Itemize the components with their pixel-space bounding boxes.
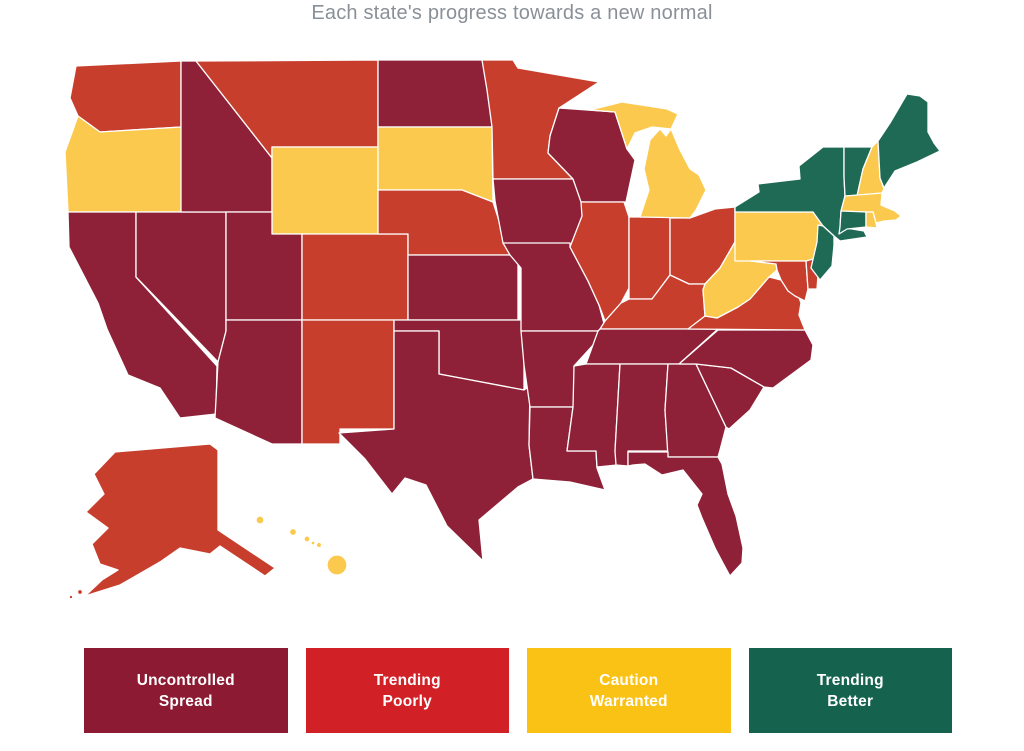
- state-washington[interactable]: [69, 60, 182, 133]
- state-kansas[interactable]: [407, 254, 519, 321]
- state-rhode-island[interactable]: [865, 211, 878, 229]
- legend-caution-warranted-label: Caution Warranted: [589, 671, 668, 710]
- state-alaska-island[interactable]: [76, 588, 84, 596]
- state-alaska-island[interactable]: [68, 594, 74, 600]
- legend: Uncontrolled Spread Trending Poorly Caut…: [0, 648, 1024, 733]
- page-title: Each state's progress towards a new norm…: [311, 2, 713, 24]
- legend-trending-poorly: Trending Poorly: [305, 648, 509, 733]
- state-hawaii-lanai[interactable]: [310, 540, 316, 546]
- state-hawaii-molokai[interactable]: [303, 535, 311, 543]
- state-michigan-upper[interactable]: [589, 101, 679, 150]
- state-maine[interactable]: [877, 93, 940, 189]
- state-new-jersey[interactable]: [810, 224, 835, 281]
- state-north-carolina[interactable]: [678, 329, 814, 389]
- state-mississippi[interactable]: [566, 363, 621, 468]
- state-alabama[interactable]: [614, 363, 669, 467]
- state-hawaii-maui[interactable]: [315, 541, 323, 549]
- legend-trending-poorly-label: Trending Poorly: [373, 671, 441, 710]
- state-hawaii-kauai[interactable]: [255, 515, 265, 525]
- state-alaska[interactable]: [84, 443, 276, 597]
- states-layer: [64, 59, 940, 600]
- state-michigan-lower[interactable]: [639, 128, 707, 219]
- us-choropleth-map: [60, 20, 940, 620]
- state-hawaii-big-island[interactable]: [326, 554, 348, 576]
- state-pennsylvania[interactable]: [734, 206, 824, 262]
- state-oregon[interactable]: [64, 115, 184, 213]
- state-florida[interactable]: [627, 451, 744, 577]
- state-hawaii-oahu[interactable]: [288, 527, 298, 537]
- legend-trending-better-label: Trending Better: [816, 671, 884, 710]
- legend-trending-better: Trending Better: [748, 648, 952, 733]
- state-wyoming[interactable]: [271, 146, 379, 235]
- state-texas[interactable]: [338, 330, 534, 562]
- legend-uncontrolled-spread-label: Uncontrolled Spread: [136, 671, 235, 710]
- state-new-mexico[interactable]: [301, 319, 395, 445]
- legend-uncontrolled-spread: Uncontrolled Spread: [84, 648, 288, 733]
- state-missouri[interactable]: [502, 242, 607, 332]
- state-arizona[interactable]: [214, 319, 303, 445]
- legend-caution-warranted: Caution Warranted: [527, 648, 731, 733]
- us-map-svg: [64, 59, 940, 600]
- state-colorado[interactable]: [301, 233, 409, 321]
- state-north-dakota[interactable]: [377, 59, 496, 128]
